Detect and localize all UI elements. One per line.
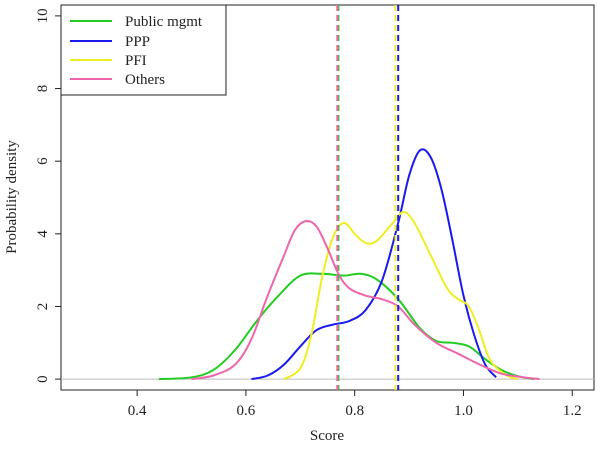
y-tick-label: 0	[35, 375, 51, 383]
legend-label-others: Others	[125, 72, 165, 88]
x-tick-label: 0.6	[237, 403, 256, 419]
x-tick-label: 0.8	[345, 403, 364, 419]
density-curve-ppp	[251, 148, 497, 381]
legend-label-ppp: PPP	[125, 34, 150, 50]
y-tick-label: 2	[35, 303, 51, 311]
y-axis-title: Probability density	[4, 140, 20, 254]
y-tick-label: 10	[35, 8, 51, 23]
legend-label-public-mgmt: Public mgmt	[125, 14, 203, 30]
x-tick-label: 1.0	[454, 403, 473, 419]
x-tick-label: 0.4	[128, 403, 147, 419]
legend-label-pfi: PFI	[125, 53, 147, 69]
x-axis: 0.4 0.6 0.8 1.0 1.2	[128, 390, 582, 419]
y-axis: 0 2 4 6 8 10	[35, 8, 61, 383]
density-curve-public-mgmt	[158, 272, 535, 381]
mean-lines	[336, 5, 400, 390]
y-tick-label: 8	[35, 85, 51, 93]
plot-frame	[60, 4, 595, 391]
y-tick-label: 4	[35, 230, 51, 238]
density-curve-others	[191, 219, 540, 381]
legend: Public mgmt PPP PFI Others	[60, 4, 227, 96]
x-axis-title: Score	[310, 428, 344, 444]
density-curves	[158, 148, 540, 381]
y-tick-label: 6	[35, 157, 51, 165]
x-tick-label: 1.2	[563, 403, 582, 419]
density-curve-pfi	[283, 211, 519, 381]
